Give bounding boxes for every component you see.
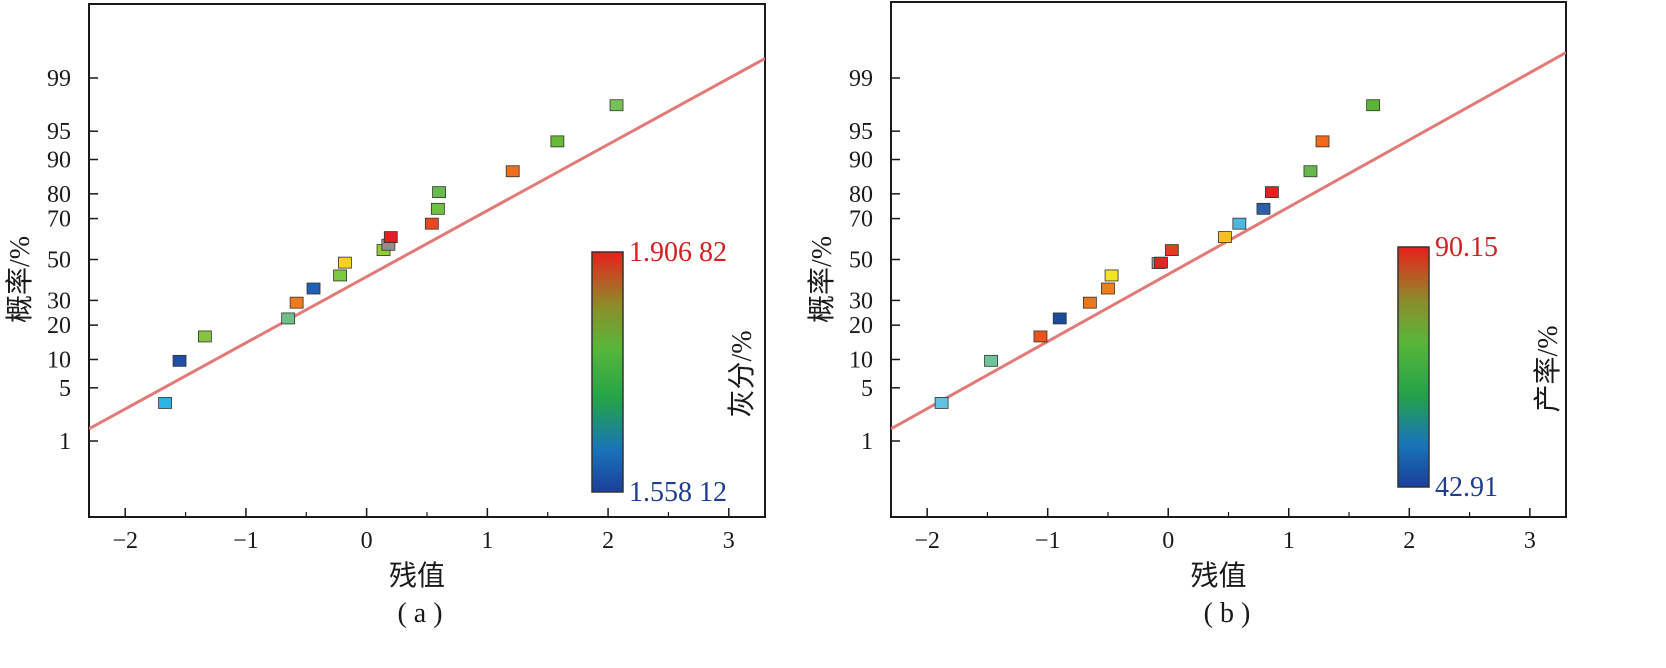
- colorbar-title-a: 灰分/%: [726, 330, 758, 417]
- y-tick-label-a-0: 1: [59, 429, 71, 455]
- y-axis-label-b: 概率/%: [806, 236, 838, 323]
- data-point-b-11: [1232, 217, 1247, 230]
- y-tick-label-b-7: 80: [849, 182, 873, 208]
- data-point-a-12: [430, 202, 445, 215]
- x-tick-label-b-1: −1: [1035, 528, 1061, 554]
- y-tick-label-a-5: 50: [47, 248, 71, 274]
- data-point-a-3: [281, 312, 296, 325]
- fit-line-a: [89, 57, 765, 431]
- y-tick-label-b-1: 5: [861, 376, 873, 402]
- y-tick-label-b-3: 20: [849, 313, 873, 339]
- y-tick-label-a-7: 80: [47, 182, 71, 208]
- data-point-a-0: [158, 397, 172, 409]
- data-point-b-12: [1256, 202, 1271, 215]
- x-tick-label-a-4: 2: [602, 528, 614, 554]
- panel-caption-b: ( b ): [1204, 598, 1251, 629]
- colorbar-max-label-b: 90.15: [1435, 232, 1498, 263]
- colorbar-min-label-a: 1.558 12: [629, 477, 727, 508]
- x-tick-label-a-5: 3: [723, 528, 735, 554]
- y-axis-label-a: 概率/%: [4, 236, 36, 323]
- x-tick-label-b-3: 1: [1283, 528, 1295, 554]
- y-tick-label-a-2: 10: [47, 347, 71, 373]
- y-tick-label-b-9: 95: [849, 119, 873, 145]
- y-tick-label-b-5: 50: [849, 248, 873, 274]
- x-tick-label-b-2: 0: [1162, 528, 1174, 554]
- x-tick-label-a-2: 0: [361, 528, 373, 554]
- data-point-b-10: [1217, 231, 1232, 243]
- y-tick-label-b-10: 99: [849, 66, 873, 92]
- y-tick-label-b-8: 90: [849, 148, 873, 174]
- x-tick-label-b-4: 2: [1403, 528, 1415, 554]
- data-point-b-5: [1101, 282, 1115, 295]
- colorbar-b: [1397, 246, 1430, 488]
- data-point-b-9: [1164, 244, 1179, 256]
- y-tick-label-b-0: 1: [861, 429, 873, 455]
- y-tick-label-a-1: 5: [59, 376, 71, 402]
- data-point-a-16: [609, 99, 624, 112]
- data-point-b-3: [1052, 312, 1067, 325]
- y-tick-label-a-9: 95: [47, 119, 71, 145]
- data-point-a-14: [505, 165, 520, 178]
- data-point-b-1: [984, 354, 998, 367]
- data-point-a-6: [333, 269, 347, 282]
- data-point-b-8: [1154, 256, 1168, 269]
- data-point-b-13: [1264, 186, 1279, 199]
- colorbar-a: [591, 251, 624, 493]
- data-point-a-11: [424, 217, 439, 230]
- y-tick-label-a-4: 30: [47, 288, 71, 314]
- y-tick-label-a-6: 70: [47, 207, 71, 233]
- colorbar-min-label-b: 42.91: [1435, 472, 1498, 503]
- panel-caption-a: ( a ): [397, 598, 442, 629]
- x-axis-label-b: 残值: [1190, 560, 1246, 592]
- data-point-b-0: [934, 397, 949, 409]
- data-point-a-2: [197, 330, 212, 343]
- data-point-b-16: [1366, 99, 1381, 112]
- y-tick-label-a-3: 20: [47, 313, 71, 339]
- x-tick-label-a-3: 1: [481, 528, 493, 554]
- data-point-b-14: [1303, 165, 1318, 178]
- data-point-a-10: [383, 231, 398, 243]
- data-point-a-1: [172, 354, 187, 367]
- y-tick-label-b-4: 30: [849, 288, 873, 314]
- data-point-b-2: [1033, 330, 1048, 343]
- y-tick-label-b-2: 10: [849, 347, 873, 373]
- x-tick-label-a-1: −1: [233, 528, 259, 554]
- y-tick-label-b-6: 70: [849, 207, 873, 233]
- colorbar-max-label-a: 1.906 82: [629, 237, 727, 268]
- y-tick-label-a-8: 90: [47, 148, 71, 174]
- x-tick-label-b-5: 3: [1524, 528, 1536, 554]
- data-point-a-5: [306, 282, 321, 295]
- data-point-b-15: [1315, 135, 1330, 148]
- colorbar-title-b: 产率/%: [1532, 325, 1564, 412]
- x-tick-label-a-0: −2: [112, 528, 138, 554]
- data-point-b-4: [1082, 296, 1097, 309]
- y-tick-label-a-10: 99: [47, 66, 71, 92]
- data-point-a-13: [432, 186, 446, 199]
- data-point-a-7: [338, 256, 352, 269]
- data-point-b-6: [1104, 269, 1119, 282]
- x-tick-label-b-0: −2: [914, 528, 940, 554]
- data-point-a-4: [289, 296, 304, 309]
- data-point-a-15: [550, 135, 565, 148]
- x-axis-label-a: 残值: [389, 560, 445, 592]
